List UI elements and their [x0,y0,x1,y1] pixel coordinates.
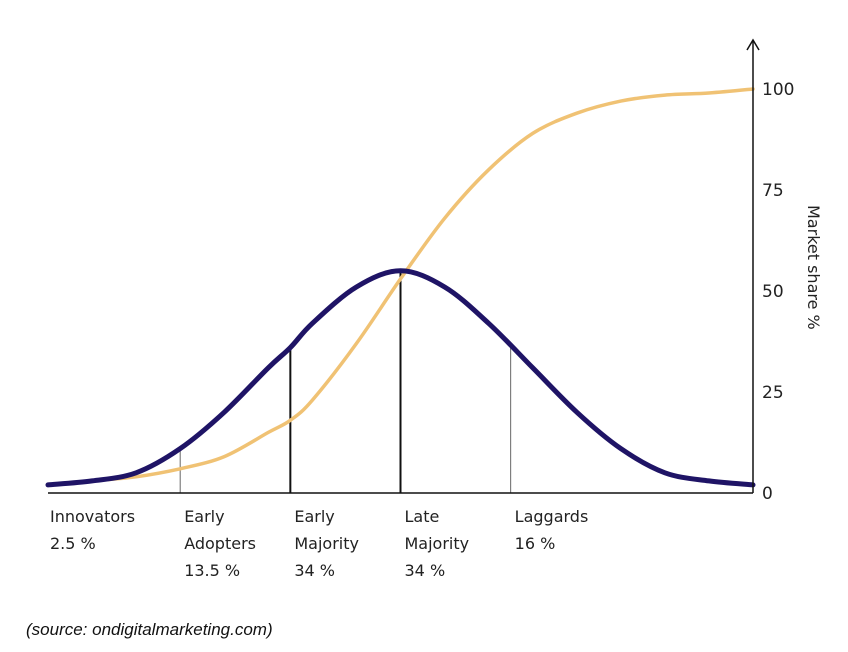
segment-label-line: 16 % [515,534,556,553]
segment-label-line: Early [294,507,334,526]
segment-label-line: 13.5 % [184,561,240,580]
y-tick-label: 75 [762,181,784,201]
source-note: (source: ondigitalmarketing.com) [26,620,273,639]
segment-label-line: Innovators [50,507,135,526]
segment-label-line: Adopters [184,534,256,553]
y-axis-arrow-icon [746,38,760,51]
segment-label: Laggards 16 % [515,507,589,553]
segment-label-line: Majority [405,534,470,553]
segment-label: Early Adopters 13.5 % [184,507,256,580]
segment-label-line: Laggards [515,507,589,526]
segment-label-line: Majority [294,534,359,553]
segment-label: Late Majority 34 % [405,507,470,580]
adoption-bell-curve [45,268,756,488]
segment-label: Early Majority 34 % [294,507,359,580]
segment-label-line: 34 % [294,561,335,580]
y-axis-title: Market share % [804,205,823,330]
cumulative-market-share-curve [46,87,755,487]
segment-label-line: Late [405,507,440,526]
segment-label-line: Early [184,507,224,526]
y-tick-label: 100 [762,80,794,100]
segment-label-line: 2.5 % [50,534,96,553]
segment-label: Innovators 2.5 % [50,507,135,553]
segment-dividers [179,270,512,493]
y-tick-label: 50 [762,282,784,302]
y-tick-labels: 0 25 50 75 100 [762,80,794,504]
segment-label-line: 34 % [405,561,446,580]
y-tick-label: 25 [762,383,784,403]
y-tick-label: 0 [762,484,773,504]
segment-labels: Innovators 2.5 % Early Adopters 13.5 % Early M… [50,507,588,580]
